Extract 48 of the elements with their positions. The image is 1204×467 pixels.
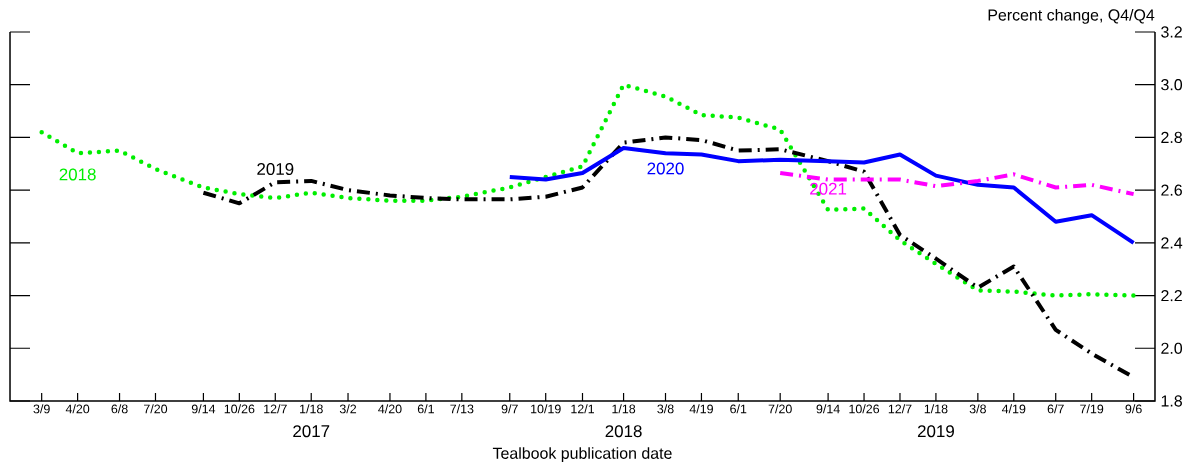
x-tick-label: 12/7 xyxy=(264,404,287,414)
text: 2019 xyxy=(917,425,954,438)
series-label: 2019 xyxy=(257,163,294,176)
x-tick-label: 9/6 xyxy=(1125,404,1142,414)
y-tick-label: 2.6 xyxy=(1161,184,1182,196)
x-tick-label: 3/8 xyxy=(969,404,986,414)
x-tick-label: 9/14 xyxy=(191,404,216,414)
y-tick-label: 3.0 xyxy=(1161,79,1183,91)
x-tick-label: 9/14 xyxy=(816,404,840,414)
line-series xyxy=(507,145,1136,245)
text: 2018 xyxy=(605,425,642,438)
series-label: 2020 xyxy=(647,162,684,175)
y-tick-label: 2.4 xyxy=(1161,237,1183,249)
x-tick-label: 10/19 xyxy=(531,404,561,414)
x-tick-label: 7/19 xyxy=(1080,404,1104,414)
y-tick-label: 1.8 xyxy=(1161,395,1182,407)
series-label: 2018 xyxy=(59,168,96,181)
x-tick-label: 7/13 xyxy=(450,404,474,414)
y-tick-label: 2.2 xyxy=(1161,290,1182,302)
x-tick-label: 9/7 xyxy=(501,404,518,414)
x-tick-label: 7/20 xyxy=(144,404,168,414)
x-tick-label: 12/7 xyxy=(888,404,912,414)
x-tick-label: 1/18 xyxy=(612,404,636,414)
x-axis-title: Tealbook publication date xyxy=(492,447,672,463)
x-tick-label: 6/1 xyxy=(417,404,434,414)
x-tick-label: 4/19 xyxy=(1001,404,1026,414)
x-tick-label: 4/20 xyxy=(378,404,402,414)
x-tick-label: 3/9 xyxy=(33,404,50,414)
x-tick-label: 6/8 xyxy=(111,404,128,414)
x-tick-label: 7/20 xyxy=(768,404,792,414)
x-tick-label: 3/2 xyxy=(339,404,357,414)
y-tick-label: 2.0 xyxy=(1161,342,1183,354)
x-tick-label: 6/1 xyxy=(730,404,747,414)
x-tick-label: 4/19 xyxy=(689,404,713,414)
x-tick-label: 12/1 xyxy=(571,404,595,414)
y-tick-label: 3.2 xyxy=(1161,26,1182,38)
x-tick-label: 1/18 xyxy=(300,404,323,414)
x-tick-label: 10/26 xyxy=(849,404,880,414)
x-tick-label: 4/20 xyxy=(65,404,90,414)
y-tick-label: 2.8 xyxy=(1161,131,1182,144)
x-tick-label: 1/18 xyxy=(924,404,948,414)
series-label: 2021 xyxy=(810,182,847,195)
x-tick-label: 10/26 xyxy=(224,404,255,414)
text: 2017 xyxy=(293,425,330,438)
x-tick-label: 3/8 xyxy=(657,404,674,414)
line-series xyxy=(39,82,1136,298)
y-axis-title: Percent change, Q4/Q4 xyxy=(988,8,1155,24)
x-tick-label: 6/7 xyxy=(1047,404,1064,414)
